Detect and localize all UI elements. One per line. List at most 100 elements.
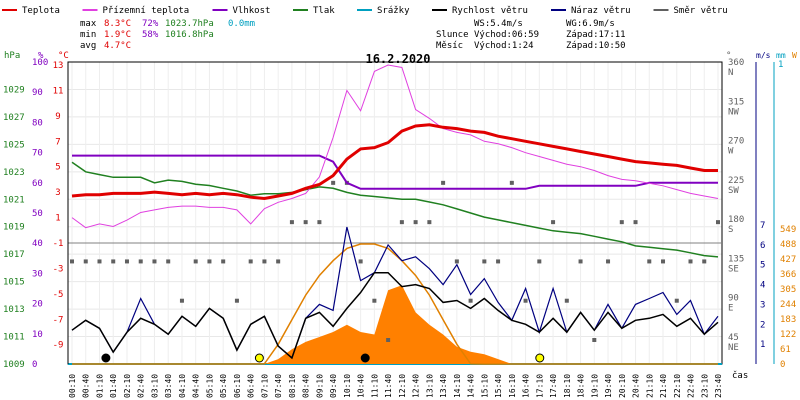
x-tick-5: 02:40: [137, 374, 146, 398]
axis-solar-tick-3: 366: [780, 270, 796, 280]
wind-dir-mark-19: [331, 180, 336, 185]
wind-dir-mark-44: [674, 298, 679, 303]
wind-dir-mark-2: [97, 259, 102, 264]
axis-dir-name-7: NE: [728, 343, 739, 353]
x-tick-1: 00:40: [82, 374, 91, 398]
wind-dir-mark-4: [124, 259, 129, 264]
axis-hpa-tick-5: 1019: [3, 223, 25, 233]
wind-dir-mark-47: [716, 220, 720, 225]
axis-ws-tick-0: 7: [760, 221, 765, 231]
series-tlak: [71, 161, 719, 258]
axis-solar-tick-2: 427: [780, 255, 796, 265]
x-tick-6: 03:10: [150, 374, 159, 398]
x-tick-42: 21:10: [645, 374, 654, 398]
axis-dir-name-6: E: [728, 304, 733, 314]
stats-max-rain: 0.0mm: [228, 19, 255, 29]
x-tick-39: 19:40: [604, 374, 613, 398]
wind-dir-mark-46: [702, 259, 707, 264]
x-tick-0: 00:10: [68, 374, 77, 398]
wind-dir-mark-25: [413, 220, 418, 225]
wind-dir-mark-28: [454, 259, 459, 264]
wind-dir-mark-38: [592, 338, 597, 342]
axis-dir-tick-1: 315: [728, 97, 744, 107]
axis-pct-tick-10: 100: [32, 58, 48, 68]
wind-dir-mark-16: [289, 220, 294, 225]
axis-hpa-tick-6: 1021: [3, 195, 25, 205]
plot-area: [70, 64, 720, 365]
wind-dir-mark-9: [193, 259, 198, 264]
stats-avg-label: avg: [80, 41, 96, 51]
series-rychlost-v-tru: [71, 271, 719, 360]
wind-dir-mark-1: [83, 259, 88, 264]
legend-label-3: Tlak: [313, 6, 335, 16]
wind-dir-mark-26: [427, 220, 432, 225]
wind-dir-mark-37: [578, 259, 583, 264]
x-tick-25: 12:40: [412, 374, 421, 398]
axis-solar-tick-4: 305: [780, 285, 796, 295]
x-tick-11: 05:40: [219, 374, 228, 398]
axis-solar-tick-6: 183: [780, 315, 796, 325]
sun-rise: Východ:06:59: [474, 30, 539, 40]
axis-pct-tick-7: 70: [32, 149, 43, 159]
stats-max-temp: 8.3°C: [104, 19, 131, 29]
axis-ws-tick-2: 5: [760, 261, 765, 271]
wind-dir-mark-29: [468, 298, 473, 303]
axis-hpa-tick-3: 1015: [3, 278, 25, 288]
axis-solar-tick-5: 244: [780, 300, 796, 310]
axis-hpa-tick-8: 1025: [3, 140, 25, 150]
wind-dir-mark-24: [399, 220, 404, 225]
x-tick-15: 07:40: [274, 374, 283, 398]
x-tick-33: 16:40: [522, 374, 531, 398]
series-vlhkost: [72, 154, 718, 190]
axis-ws-label: m/s: [756, 51, 771, 60]
legend-label-6: Náraz větru: [571, 6, 631, 16]
x-tick-34: 17:10: [535, 374, 544, 398]
wind-dir-mark-14: [262, 259, 267, 264]
axis-temp-tick-9: -5: [53, 290, 64, 300]
axis-hpa-tick-0: 1009: [3, 360, 25, 370]
x-tick-41: 20:40: [632, 374, 641, 398]
x-axis-label: čas: [732, 370, 748, 381]
series-teplota: [71, 123, 718, 201]
x-tick-3: 01:40: [109, 374, 118, 398]
wind-dir-mark-8: [179, 298, 184, 303]
wind-dir-mark-36: [564, 298, 569, 303]
legend-label-1: Přízemní teplota: [103, 6, 190, 16]
axis-pct-tick-9: 90: [32, 88, 43, 98]
axis-temp-tick-11: -9: [53, 341, 64, 351]
x-tick-43: 21:40: [659, 374, 668, 398]
axis-solar-tick-1: 488: [780, 240, 796, 250]
axis-temp-tick-0: 13: [53, 61, 64, 71]
axis-hpa-tick-1: 1011: [3, 333, 25, 343]
axis-ws-tick-4: 3: [760, 300, 765, 310]
x-tick-26: 13:10: [425, 374, 434, 398]
x-tick-28: 14:10: [453, 374, 462, 398]
x-tick-19: 09:40: [329, 374, 338, 398]
legend-label-7: Směr větru: [674, 6, 728, 16]
x-tick-9: 04:40: [192, 374, 201, 398]
x-tick-7: 03:40: [164, 374, 173, 398]
wind-dir-mark-41: [633, 220, 638, 225]
wind-dir-mark-18: [317, 220, 322, 225]
axis-pct-tick-1: 10: [32, 330, 43, 340]
wind-dir-mark-35: [551, 220, 556, 225]
axis-solar-tick-8: 61: [780, 345, 791, 355]
axis-solar-tick-7: 122: [780, 330, 796, 340]
x-tick-38: 19:10: [590, 374, 599, 398]
stats-min-press: 1016.8hPa: [165, 30, 214, 40]
series-solar-area: [72, 285, 718, 364]
x-tick-14: 07:10: [260, 374, 269, 398]
axis-solar-label: W: [792, 51, 797, 60]
axis-hpa-tick-10: 1029: [3, 85, 25, 95]
sun-label: Slunce: [436, 30, 469, 40]
axis-pct-tick-6: 60: [32, 179, 43, 189]
axes: hPa1009101110131015101710191021102310251…: [3, 51, 797, 398]
x-tick-27: 13:40: [439, 374, 448, 398]
x-tick-13: 06:40: [247, 374, 256, 398]
wind-dir-mark-39: [606, 259, 611, 264]
x-tick-20: 10:10: [343, 374, 352, 398]
axis-temp-tick-2: 9: [55, 112, 60, 122]
wind-dir-mark-12: [234, 298, 239, 303]
axis-dir-tick-6: 90: [728, 294, 739, 304]
wind-dir-mark-7: [166, 259, 171, 264]
